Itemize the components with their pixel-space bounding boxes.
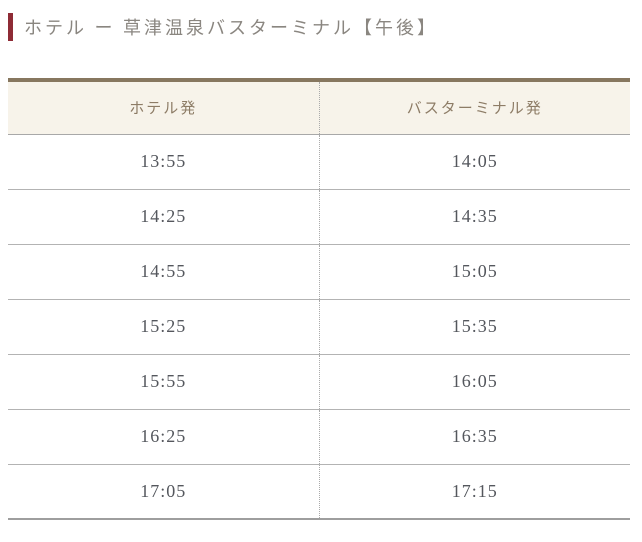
hotel-departure-time: 17:05 [8, 464, 320, 519]
terminal-departure-time: 17:15 [451, 480, 498, 501]
table-row: 13:55 14:05 [8, 134, 630, 190]
timetable-header: ホテル発 バスターミナル発 [8, 80, 630, 135]
hotel-departure-time: 13:55 [8, 134, 320, 190]
table-row: 14:25 14:35 [8, 189, 630, 245]
bus-timetable: ホテル発 バスターミナル発 13:55 14:05 14:25 14:35 14… [8, 78, 630, 520]
terminal-departure-time: 14:05 [319, 134, 630, 190]
table-row: 15:55 16:05 [8, 354, 630, 410]
page-title: ホテル ー 草津温泉バスターミナル【午後】 [24, 18, 438, 38]
column-header-hotel-departure: ホテル発 [8, 80, 320, 135]
timetable-body: 13:55 14:05 14:25 14:35 14:55 15:05 15:2… [8, 134, 630, 519]
hotel-departure-time: 14:55 [8, 244, 320, 300]
table-row: 16:25 16:35 [8, 409, 630, 465]
header-row: ホテル発 バスターミナル発 [8, 80, 630, 135]
hotel-departure-time: 14:25 [8, 189, 320, 245]
terminal-departure-time: 16:35 [319, 409, 630, 465]
column-header-terminal-departure: バスターミナル発 [319, 80, 630, 135]
table-row: 15:25 15:35 [8, 299, 630, 355]
title-accent-bar [8, 13, 13, 41]
terminal-departure-time: 15:35 [319, 299, 630, 355]
terminal-departure-time: 14:35 [319, 189, 630, 245]
terminal-departure-time: 16:05 [319, 354, 630, 410]
hotel-departure-time: 15:55 [8, 354, 320, 410]
table-row: 17:05 17:15 [8, 464, 630, 519]
terminal-departure-time: 15:05 [319, 244, 630, 300]
hotel-departure-time: 16:25 [8, 409, 320, 465]
hotel-departure-time: 15:25 [8, 299, 320, 355]
table-row: 14:55 15:05 [8, 244, 630, 300]
section-heading: ホテル ー 草津温泉バスターミナル【午後】 [8, 13, 642, 41]
